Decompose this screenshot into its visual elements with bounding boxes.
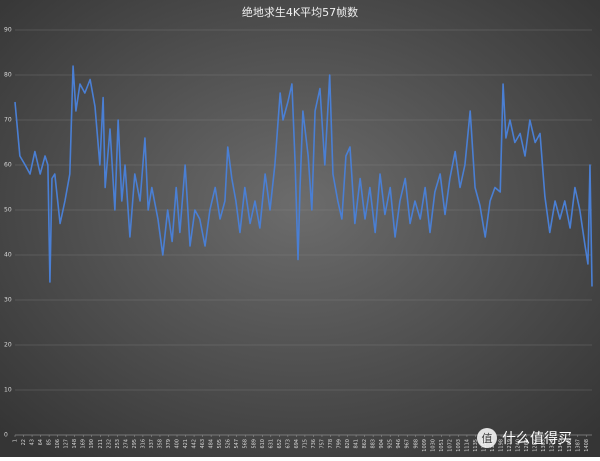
x-tick-label: 211: [98, 439, 104, 449]
y-tick-label: 0: [4, 432, 8, 439]
x-tick-label: 1303: [541, 439, 547, 452]
x-tick-label: 295: [132, 439, 138, 449]
y-tick-label: 30: [4, 297, 12, 304]
x-tick-label: 778: [328, 439, 334, 449]
x-tick-label: 274: [123, 439, 129, 449]
x-tick-label: 148: [72, 439, 78, 449]
y-tick-label: 40: [4, 252, 12, 259]
x-tick-label: 925: [388, 439, 394, 449]
x-tick-label: 589: [251, 439, 257, 449]
x-tick-label: 22: [21, 439, 27, 445]
x-tick-label: 862: [362, 439, 368, 449]
chart-title: 绝地求生4K平均57帧数: [242, 5, 358, 19]
x-tick-label: 337: [149, 439, 155, 449]
x-tick-label: 379: [166, 439, 172, 449]
x-tick-label: 1114: [464, 439, 470, 452]
x-tick-label: 232: [106, 439, 112, 449]
data-line: [14, 65, 593, 287]
x-tick-label: 1366: [567, 439, 573, 452]
x-tick-label: 547: [234, 439, 240, 449]
x-tick-label: 610: [260, 439, 266, 449]
x-tick-label: 1324: [550, 439, 556, 452]
x-tick-label: 421: [183, 439, 189, 449]
x-tick-label: 1198: [499, 439, 505, 452]
x-tick-label: 169: [81, 439, 87, 449]
x-tick-label: 505: [217, 439, 223, 449]
x-tick-label: 1240: [516, 439, 522, 452]
x-tick-label: 64: [38, 439, 44, 445]
x-tick-label: 1009: [422, 439, 428, 452]
x-tick-label: 1282: [533, 439, 539, 452]
x-tick-label: 1: [13, 439, 19, 442]
x-tick-label: 85: [47, 439, 53, 445]
y-tick-label: 90: [4, 27, 12, 34]
y-tick-label: 50: [4, 207, 12, 214]
x-tick-label: 568: [243, 439, 249, 449]
x-tick-label: 799: [337, 439, 343, 449]
x-tick-label: 316: [140, 439, 146, 449]
x-tick-label: 1030: [430, 439, 436, 452]
x-tick-label: 1051: [439, 439, 445, 452]
watermark-text: 什么值得买: [502, 430, 572, 447]
watermark: 值 什么值得买: [477, 428, 572, 448]
x-tick-label: 526: [226, 439, 232, 449]
x-tick-label: 1219: [507, 439, 513, 452]
watermark-logo-bg: [477, 428, 497, 448]
x-tick-label: 967: [405, 439, 411, 449]
x-tick-label: 820: [345, 439, 351, 449]
x-tick-label: 631: [268, 439, 274, 449]
x-tick-label: 736: [311, 439, 317, 449]
y-tick-label: 10: [4, 387, 12, 394]
x-tick-label: 358: [157, 439, 163, 449]
x-tick-label: 757: [319, 439, 325, 449]
x-tick-label: 1345: [558, 439, 564, 452]
x-tick-label: 1072: [447, 439, 453, 452]
x-tick-label: 43: [30, 439, 36, 445]
x-tick-label: 715: [302, 439, 308, 449]
x-tick-label: 463: [200, 439, 206, 449]
x-tick-label: 127: [64, 439, 70, 449]
x-tick-label: 841: [354, 439, 360, 449]
x-tick-label: 1261: [524, 439, 530, 452]
y-tick-label: 60: [4, 162, 12, 169]
x-tick-label: 883: [371, 439, 377, 449]
watermark-logo: 值: [482, 432, 493, 445]
x-tick-label: 904: [379, 439, 385, 449]
y-tick-label: 20: [4, 342, 12, 349]
x-tick-label: 1135: [473, 439, 479, 452]
x-tick-label: 652: [277, 439, 283, 449]
x-tick-label: 106: [55, 439, 61, 449]
x-tick-label: 1093: [456, 439, 462, 452]
y-tick-label: 80: [4, 72, 12, 79]
x-tick-label: 400: [175, 439, 181, 449]
x-tick-label: 1408: [584, 439, 590, 452]
x-tick-label: 484: [209, 439, 215, 449]
x-tick-label: 673: [285, 439, 291, 449]
y-tick-label: 70: [4, 117, 12, 124]
x-tick-label: 442: [192, 439, 198, 449]
x-tick-label: 253: [115, 439, 121, 449]
x-tick-label: 190: [89, 439, 95, 449]
x-tick-label: 1387: [575, 439, 581, 452]
x-tick-label: 946: [396, 439, 402, 449]
x-tick-label: 988: [413, 439, 419, 449]
x-tick-label: 694: [294, 439, 300, 449]
